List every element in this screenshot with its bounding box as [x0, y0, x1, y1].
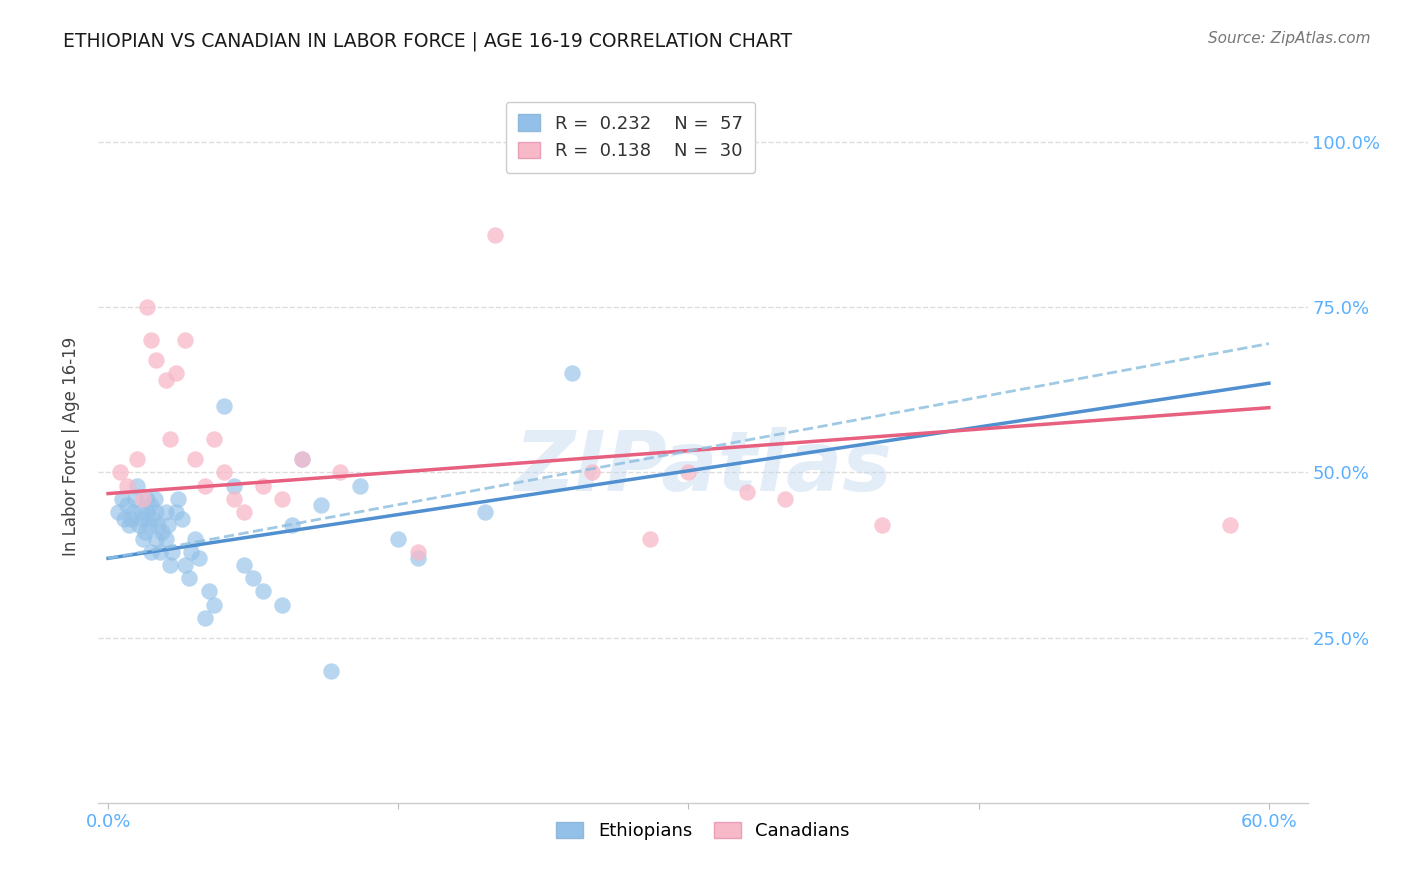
- Point: [132, 511, 155, 525]
- Point: [150, 524, 173, 539]
- Point: [117, 499, 139, 513]
- Point: [309, 499, 332, 513]
- Point: [184, 532, 207, 546]
- Point: [145, 505, 167, 519]
- Point: [120, 511, 142, 525]
- Point: [561, 367, 583, 381]
- Point: [157, 518, 180, 533]
- Point: [232, 505, 254, 519]
- Point: [107, 505, 129, 519]
- Point: [138, 518, 160, 533]
- Point: [124, 491, 146, 506]
- Point: [581, 466, 603, 480]
- Point: [155, 505, 177, 519]
- Point: [127, 478, 149, 492]
- Point: [111, 491, 134, 506]
- Point: [678, 466, 700, 480]
- Point: [252, 584, 274, 599]
- Point: [474, 505, 496, 519]
- Point: [222, 491, 245, 506]
- Point: [160, 545, 183, 559]
- Point: [170, 511, 193, 525]
- Point: [159, 558, 181, 572]
- Point: [271, 491, 294, 506]
- Point: [132, 532, 155, 546]
- Point: [180, 545, 202, 559]
- Point: [165, 367, 187, 381]
- Point: [271, 598, 294, 612]
- Point: [148, 518, 170, 533]
- Point: [232, 558, 254, 572]
- Point: [735, 485, 758, 500]
- Point: [406, 551, 429, 566]
- Point: [129, 505, 152, 519]
- Point: [135, 505, 157, 519]
- Point: [197, 584, 219, 599]
- Point: [319, 664, 342, 678]
- Y-axis label: In Labor Force | Age 16-19: In Labor Force | Age 16-19: [62, 336, 80, 556]
- Point: [204, 598, 226, 612]
- Text: ETHIOPIAN VS CANADIAN IN LABOR FORCE | AGE 16-19 CORRELATION CHART: ETHIOPIAN VS CANADIAN IN LABOR FORCE | A…: [63, 31, 793, 51]
- Point: [188, 551, 211, 566]
- Point: [143, 491, 166, 506]
- Point: [179, 571, 201, 585]
- Point: [135, 491, 157, 506]
- Point: [166, 491, 188, 506]
- Point: [870, 518, 893, 533]
- Point: [134, 524, 156, 539]
- Point: [212, 466, 235, 480]
- Point: [149, 545, 172, 559]
- Point: [329, 466, 352, 480]
- Point: [139, 333, 162, 347]
- Point: [204, 433, 226, 447]
- Point: [349, 478, 371, 492]
- Point: [290, 452, 312, 467]
- Point: [139, 499, 162, 513]
- Point: [139, 545, 162, 559]
- Point: [165, 505, 187, 519]
- Point: [281, 518, 304, 533]
- Point: [159, 433, 181, 447]
- Point: [252, 478, 274, 492]
- Point: [406, 545, 429, 559]
- Point: [194, 611, 217, 625]
- Point: [128, 518, 150, 533]
- Point: [290, 452, 312, 467]
- Point: [118, 518, 141, 533]
- Point: [135, 300, 157, 314]
- Point: [127, 452, 149, 467]
- Text: ZIPatlas: ZIPatlas: [515, 427, 891, 508]
- Point: [773, 491, 796, 506]
- Point: [638, 532, 661, 546]
- Legend: Ethiopians, Canadians: Ethiopians, Canadians: [548, 814, 858, 847]
- Point: [222, 478, 245, 492]
- Point: [174, 333, 197, 347]
- Point: [212, 400, 235, 414]
- Point: [387, 532, 409, 546]
- Point: [484, 227, 506, 242]
- Point: [194, 478, 217, 492]
- Point: [108, 466, 131, 480]
- Point: [142, 511, 165, 525]
- Point: [145, 353, 167, 368]
- Point: [174, 558, 197, 572]
- Point: [1219, 518, 1241, 533]
- Point: [155, 373, 177, 387]
- Point: [155, 532, 177, 546]
- Point: [117, 478, 139, 492]
- Point: [242, 571, 264, 585]
- Point: [112, 511, 135, 525]
- Point: [132, 491, 155, 506]
- Text: Source: ZipAtlas.com: Source: ZipAtlas.com: [1208, 31, 1371, 46]
- Point: [122, 505, 145, 519]
- Point: [184, 452, 207, 467]
- Point: [145, 532, 167, 546]
